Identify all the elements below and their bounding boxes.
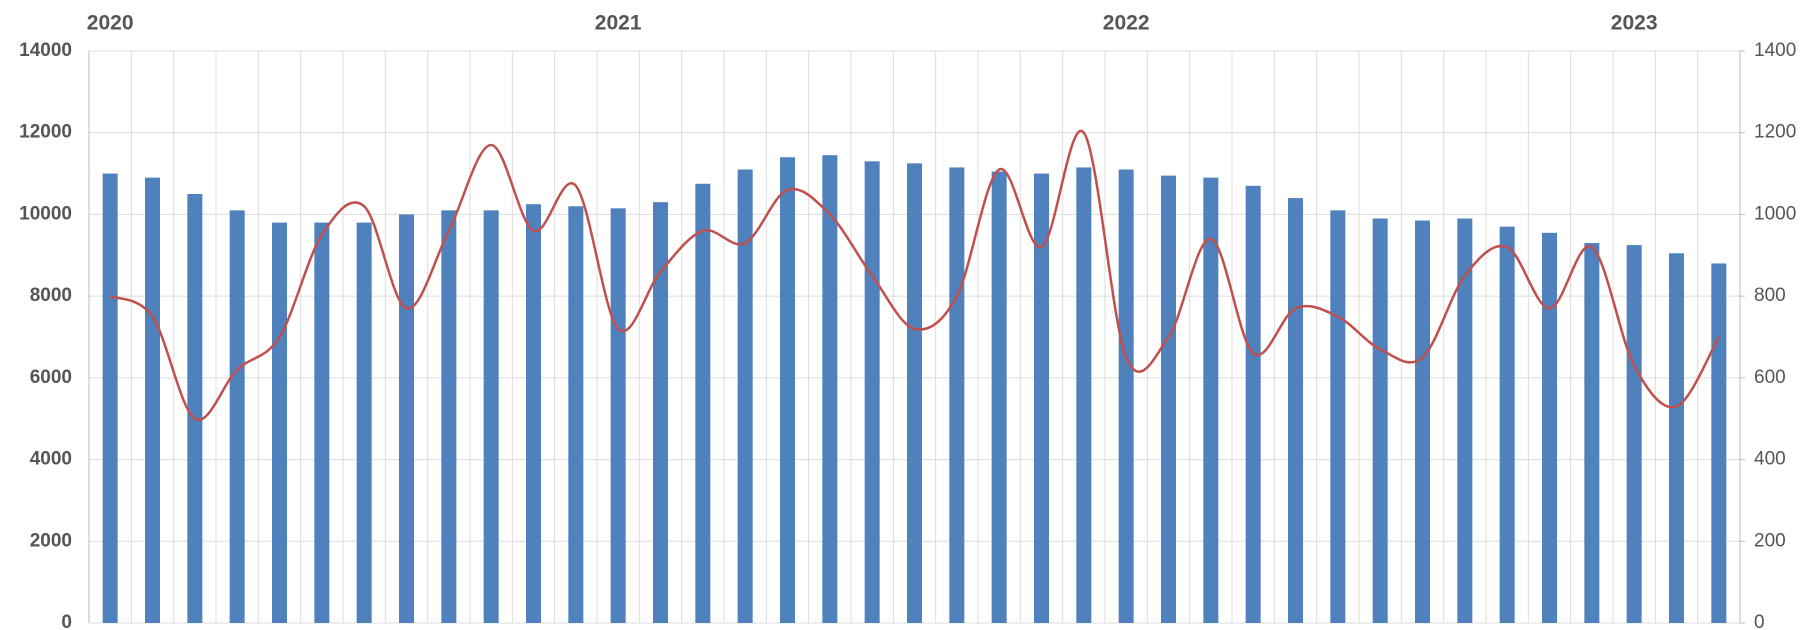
bar bbox=[1330, 210, 1346, 624]
y-tick-label: 6000 bbox=[30, 367, 72, 388]
bar bbox=[399, 214, 414, 623]
y2-tick-label: 800 bbox=[1754, 285, 1786, 306]
bar bbox=[1542, 232, 1557, 624]
y-tick-label: 8000 bbox=[30, 285, 72, 306]
bar bbox=[1457, 218, 1473, 623]
bar bbox=[864, 161, 880, 624]
bar bbox=[526, 204, 541, 623]
year-label: 2020 bbox=[87, 12, 134, 35]
bar bbox=[695, 183, 711, 624]
bar bbox=[272, 222, 287, 623]
bar bbox=[1288, 198, 1303, 624]
bar bbox=[1118, 169, 1134, 623]
y2-tick-label: 200 bbox=[1754, 530, 1786, 551]
bar bbox=[653, 202, 668, 623]
bar bbox=[907, 163, 922, 623]
bar bbox=[1034, 173, 1049, 624]
y2-tick-label: 1000 bbox=[1754, 203, 1796, 224]
bar bbox=[568, 206, 584, 623]
bar bbox=[102, 173, 118, 624]
year-label: 2023 bbox=[1611, 12, 1658, 35]
y-tick-label: 14000 bbox=[19, 40, 72, 61]
bar bbox=[1372, 218, 1388, 623]
y2-tick-label: 400 bbox=[1754, 449, 1786, 470]
bar bbox=[1669, 253, 1684, 623]
bar bbox=[441, 210, 457, 624]
y-tick-label: 4000 bbox=[30, 449, 72, 470]
y2-tick-label: 1200 bbox=[1754, 122, 1796, 143]
bar bbox=[949, 167, 965, 623]
bar bbox=[1203, 177, 1219, 623]
y2-tick-label: 0 bbox=[1754, 612, 1765, 630]
bar bbox=[780, 157, 795, 623]
bar bbox=[1245, 185, 1261, 624]
bar bbox=[737, 169, 753, 623]
bar bbox=[187, 194, 203, 623]
bar bbox=[1626, 245, 1642, 624]
bar bbox=[991, 171, 1007, 623]
bar bbox=[356, 222, 372, 623]
y2-tick-label: 600 bbox=[1754, 367, 1786, 388]
bar bbox=[1415, 220, 1430, 624]
bar bbox=[1076, 167, 1092, 623]
bar bbox=[145, 177, 160, 623]
y-tick-label: 2000 bbox=[30, 530, 72, 551]
bar bbox=[1161, 175, 1176, 623]
y2-tick-label: 1400 bbox=[1754, 40, 1796, 61]
bar bbox=[229, 210, 245, 624]
y-tick-label: 12000 bbox=[19, 122, 72, 143]
bar bbox=[1499, 226, 1515, 623]
y-tick-label: 0 bbox=[61, 612, 72, 630]
bar bbox=[610, 208, 626, 624]
year-label: 2022 bbox=[1103, 12, 1150, 35]
year-label: 2021 bbox=[595, 12, 642, 35]
bar bbox=[483, 210, 499, 624]
bar bbox=[1711, 263, 1727, 623]
bar bbox=[1584, 243, 1600, 623]
bar bbox=[822, 155, 838, 623]
line bbox=[109, 129, 1720, 422]
y-tick-label: 10000 bbox=[19, 203, 72, 224]
bar bbox=[314, 222, 330, 623]
